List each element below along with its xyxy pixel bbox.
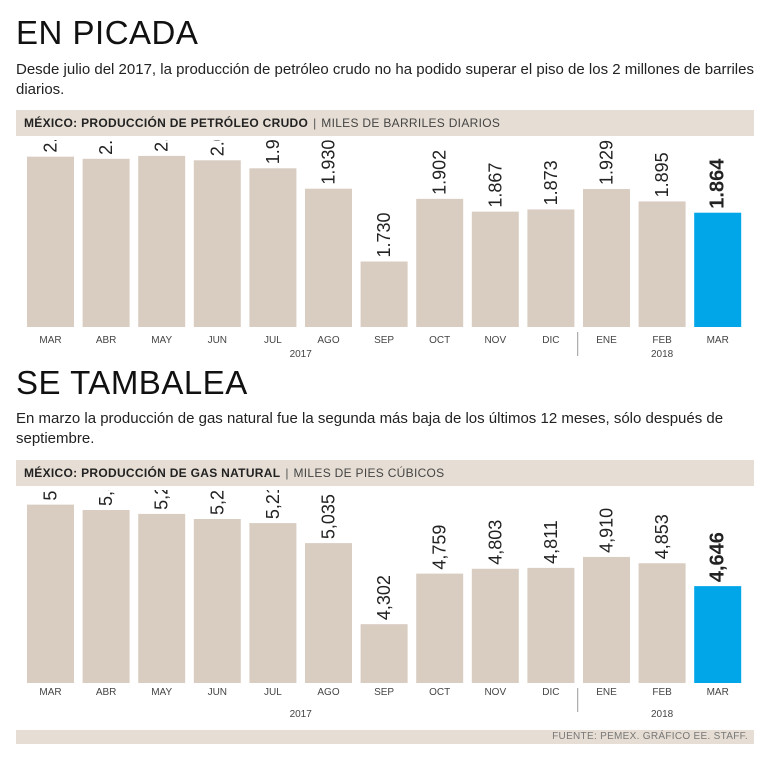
- value-label-5: 5,035: [319, 494, 339, 539]
- bar-ene-10: [583, 556, 630, 683]
- month-label-12: MAR: [707, 335, 729, 346]
- value-label-7: 1.902: [430, 150, 450, 195]
- bar-jun-3: [193, 160, 241, 327]
- month-label-10: ENE: [596, 687, 617, 698]
- bar-jul-4: [249, 523, 297, 683]
- month-label-8: NOV: [484, 687, 506, 698]
- month-label-0: MAR: [39, 335, 61, 346]
- value-label-10: 4,910: [597, 508, 617, 553]
- value-label-3: 2.008: [207, 140, 227, 156]
- month-label-5: AGO: [317, 335, 339, 346]
- bar-mar-0: [27, 504, 74, 683]
- bar-sep-6: [360, 624, 408, 683]
- month-label-11: FEB: [652, 687, 672, 698]
- section1-description: Desde julio del 2017, la producción de p…: [16, 61, 754, 98]
- section2-chart-unit: MILES DE PIES CÚBICOS: [293, 466, 445, 480]
- bar-mar-12: [694, 212, 742, 327]
- bar-nov-8: [471, 568, 519, 683]
- source-note: FUENTE: PEMEX. GRÁFICO EE. STAFF.: [552, 731, 748, 742]
- section2-chart-header: MÉXICO: PRODUCCIÓN DE GAS NATURAL | MILES …: [16, 460, 754, 486]
- month-label-5: AGO: [317, 687, 339, 698]
- section1-title: EN PICADA: [16, 14, 199, 51]
- value-label-0: 2.018: [41, 140, 61, 153]
- value-label-10: 1.929: [597, 140, 617, 185]
- section1-chart-header: MÉXICO: PRODUCCIÓN DE PETRÓLEO CRUDO | MIL…: [16, 110, 754, 136]
- month-label-3: JUN: [208, 335, 227, 346]
- month-label-7: OCT: [429, 687, 450, 698]
- month-label-6: SEP: [374, 335, 394, 346]
- value-label-6: 1.730: [374, 212, 394, 257]
- value-label-8: 1.867: [485, 163, 505, 208]
- month-label-3: JUN: [208, 687, 227, 698]
- bar-ago-5: [305, 543, 352, 683]
- value-label-12: 4,646: [707, 532, 729, 582]
- year-label-2017: 2017: [290, 349, 313, 360]
- section2-title: SE TAMBALEA: [16, 364, 248, 401]
- bar-may-2: [138, 155, 186, 327]
- bar-abr-1: [82, 158, 130, 327]
- source-footer: FUENTE: PEMEX. GRÁFICO EE. STAFF.: [16, 730, 754, 744]
- year-label-2018: 2018: [651, 709, 674, 720]
- section1-chart-title: MÉXICO: PRODUCCIÓN DE PETRÓLEO CRUDO: [24, 116, 309, 130]
- month-label-2: MAY: [151, 687, 172, 698]
- bar-jun-3: [193, 518, 241, 683]
- value-label-4: 5,216: [263, 490, 283, 519]
- section2-chart-title: MÉXICO: PRODUCCIÓN DE GAS NATURAL: [24, 466, 281, 480]
- value-label-11: 4,853: [652, 514, 672, 559]
- value-label-0: 5,383: [41, 490, 61, 501]
- value-label-6: 4,302: [374, 575, 394, 620]
- month-label-2: MAY: [151, 335, 172, 346]
- month-label-4: JUL: [264, 335, 282, 346]
- section2-description: En marzo la producción de gas natural fu…: [16, 410, 724, 447]
- value-label-2: 5,299: [152, 490, 172, 510]
- bar-dic-9: [527, 567, 575, 683]
- year-label-2018: 2018: [651, 349, 674, 360]
- month-label-9: DIC: [542, 335, 559, 346]
- oil-production-chart: 2.018 MAR 2.012 ABR 2.020 MAY 2.008 JUN 1.986 JUL…: [27, 140, 742, 360]
- month-label-6: SEP: [374, 687, 394, 698]
- bar-feb-11: [638, 563, 686, 683]
- month-label-8: NOV: [484, 335, 506, 346]
- bar-mar-12: [694, 586, 742, 683]
- value-label-5: 1.930: [319, 140, 339, 185]
- month-label-9: DIC: [542, 687, 559, 698]
- section1-header-separator: |: [313, 116, 317, 130]
- month-label-11: FEB: [652, 335, 672, 346]
- month-label-10: ENE: [596, 335, 617, 346]
- section1-chart-unit: MILES DE BARRILES DIARIOS: [321, 116, 501, 130]
- bar-feb-11: [638, 201, 686, 327]
- value-label-3: 5,253: [207, 490, 227, 515]
- bar-dic-9: [527, 209, 575, 327]
- bar-ago-5: [305, 188, 352, 327]
- month-label-12: MAR: [707, 687, 729, 698]
- month-label-4: JUL: [264, 687, 282, 698]
- bar-mar-0: [27, 156, 74, 327]
- month-label-7: OCT: [429, 335, 450, 346]
- value-label-9: 1.873: [541, 160, 561, 205]
- section2-header-separator: |: [285, 466, 289, 480]
- bar-ene-10: [583, 189, 630, 327]
- value-label-7: 4,759: [430, 525, 450, 570]
- bar-oct-7: [416, 198, 464, 327]
- value-label-1: 2.012: [96, 140, 116, 155]
- bar-jul-4: [249, 168, 297, 327]
- bar-may-2: [138, 513, 186, 683]
- bar-sep-6: [360, 261, 408, 327]
- bar-nov-8: [471, 211, 519, 327]
- month-label-1: ABR: [96, 335, 117, 346]
- value-label-2: 2.020: [152, 140, 172, 152]
- gas-production-chart: 5,383 MAR 5,334 ABR 5,299 MAY 5,253 JUN 5,216 JUL…: [27, 490, 742, 720]
- year-label-2017: 2017: [290, 709, 313, 720]
- value-label-11: 1.895: [652, 152, 672, 197]
- month-label-1: ABR: [96, 687, 117, 698]
- value-label-4: 1.986: [263, 140, 283, 164]
- month-label-0: MAR: [39, 687, 61, 698]
- value-label-9: 4,811: [541, 520, 561, 564]
- bar-abr-1: [82, 510, 130, 683]
- value-label-8: 4,803: [485, 520, 505, 565]
- value-label-12: 1.864: [707, 158, 729, 209]
- value-label-1: 5,334: [96, 490, 116, 506]
- bar-oct-7: [416, 573, 464, 683]
